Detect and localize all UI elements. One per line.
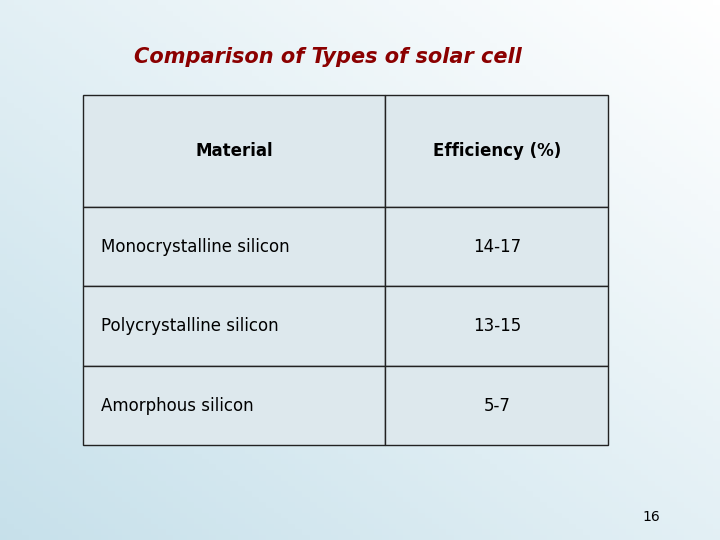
- Bar: [83, 94, 385, 207]
- Bar: [83, 366, 385, 445]
- Bar: [385, 286, 608, 366]
- Text: 13-15: 13-15: [472, 317, 521, 335]
- Bar: [83, 286, 385, 366]
- Text: Efficiency (%): Efficiency (%): [433, 141, 561, 160]
- Bar: [385, 366, 608, 445]
- Bar: [83, 207, 385, 286]
- Bar: [385, 94, 608, 207]
- Text: Monocrystalline silicon: Monocrystalline silicon: [101, 238, 289, 255]
- Text: Polycrystalline silicon: Polycrystalline silicon: [101, 317, 279, 335]
- Text: 14-17: 14-17: [473, 238, 521, 255]
- Text: 5-7: 5-7: [483, 397, 510, 415]
- Text: Material: Material: [195, 141, 273, 160]
- Text: Comparison of Types of solar cell: Comparison of Types of solar cell: [134, 46, 521, 67]
- Text: Amorphous silicon: Amorphous silicon: [101, 397, 253, 415]
- Bar: [385, 207, 608, 286]
- Text: 16: 16: [643, 510, 660, 524]
